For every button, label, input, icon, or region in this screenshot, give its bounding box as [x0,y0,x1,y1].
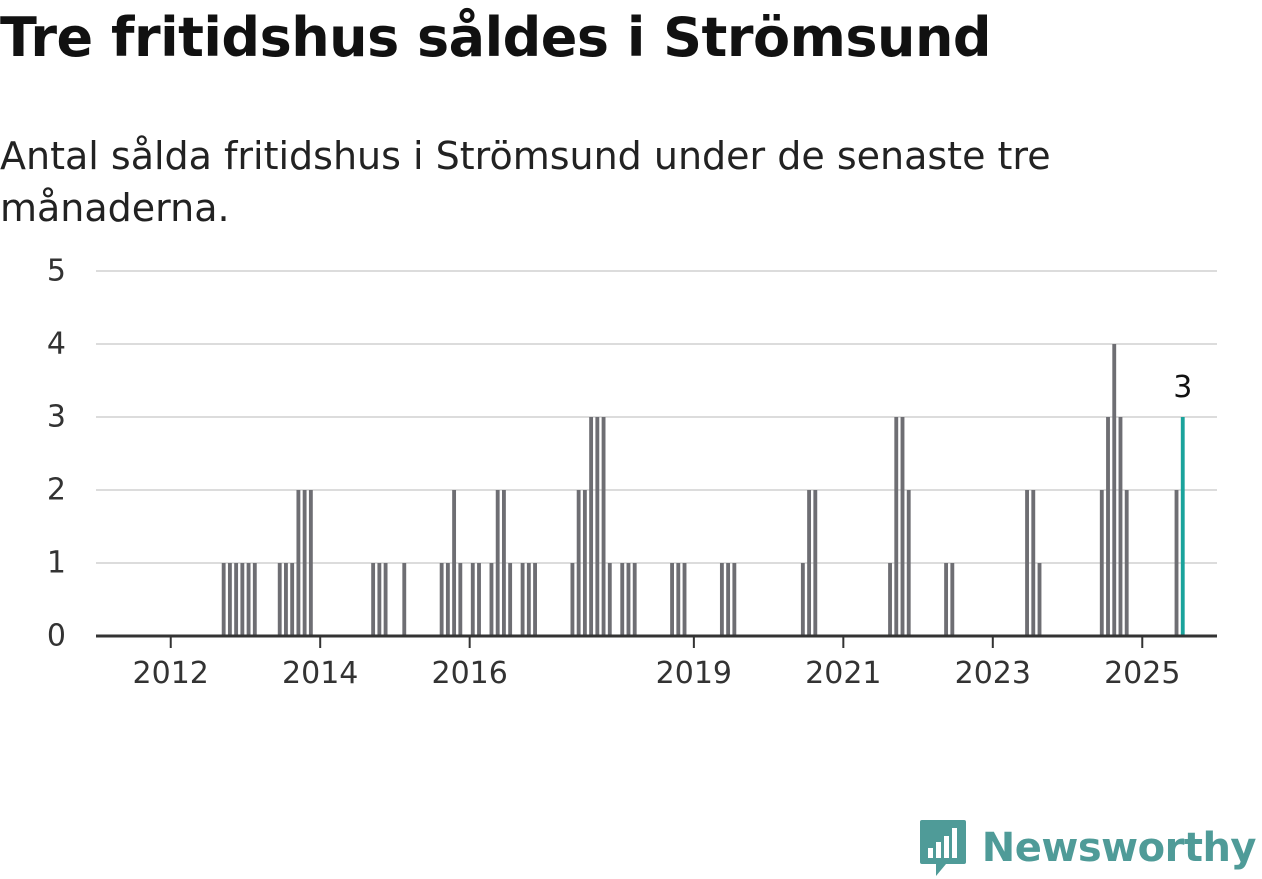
x-tick-label: 2019 [656,656,732,691]
bar [284,563,288,636]
highlight-bar [1180,417,1185,636]
bar [1118,417,1123,636]
brand-logo: Newsworthy [918,818,1257,878]
bar [595,417,600,636]
bar [1112,344,1117,636]
bar [277,563,282,636]
bar [620,563,625,636]
bar [495,490,500,636]
bar [234,563,239,636]
data-label: 3 [1173,370,1192,405]
x-tick-label: 2016 [431,656,507,691]
grid-lines [96,270,1217,564]
y-axis-ticks: 0 1 2 3 4 5 [47,254,66,654]
x-tick-label: 2014 [282,656,358,691]
bar [402,563,407,636]
bar [800,563,805,636]
bar [227,563,232,636]
x-axis-ticks: 2012 2014 2016 2019 2021 2023 2025 [133,636,1180,691]
bar [582,490,587,636]
bar-chart: 0 1 2 3 4 5 2012 2014 2016 2019 2021 2023 2025 3 [47,254,1217,691]
bar [252,563,257,636]
bar [240,563,245,636]
bar [576,490,581,636]
bar [888,563,892,636]
bar [726,563,731,636]
bar [458,563,463,636]
bar [470,563,475,636]
bar [371,563,376,636]
x-tick-label: 2023 [955,656,1031,691]
newsworthy-logo-icon [919,820,966,876]
bar [439,563,444,636]
y-tick-label: 5 [47,254,66,289]
bar [670,563,675,636]
bar [1025,490,1029,636]
bar [290,563,295,636]
y-tick-label: 2 [47,473,66,508]
brand-name: Newsworthy [981,825,1257,871]
bar [607,563,612,636]
y-tick-label: 3 [47,400,66,435]
bar [732,563,737,636]
bar [601,417,606,636]
data-labels: 3 [1173,370,1192,405]
bar [944,563,949,636]
bar [489,563,494,636]
chart-subtitle: Antal sålda fritidshus i Strömsund under… [0,134,1051,230]
bar [950,563,955,636]
bar [1174,490,1179,636]
bar [308,490,313,636]
bar [221,563,226,636]
bars [221,344,1185,636]
bar [445,563,450,636]
bar [377,563,382,636]
bar [526,563,531,636]
y-tick-label: 4 [47,327,66,362]
y-tick-label: 0 [47,619,66,654]
bar [807,490,812,636]
bar [900,417,905,636]
bar [813,490,818,636]
x-tick-label: 2021 [805,656,881,691]
bar [302,490,307,636]
bar [296,490,301,636]
bar [906,490,911,636]
bar [632,563,637,636]
bar [589,417,594,636]
x-tick-label: 2025 [1104,656,1180,691]
bar [676,563,681,636]
chart-title: Tre fritidshus såldes i Strömsund [0,6,992,69]
bar [533,563,537,636]
bar [719,563,724,636]
bar [894,417,899,636]
bar [501,490,506,636]
y-tick-label: 1 [47,546,66,581]
x-tick-label: 2012 [133,656,209,691]
bar [626,563,631,636]
bar [1037,563,1042,636]
bar [570,563,575,636]
bar [508,563,513,636]
bar [1031,490,1036,636]
bar [1099,490,1104,636]
bar [383,563,388,636]
bar [1106,417,1110,636]
bar [682,563,687,636]
bar [452,490,457,636]
bar [520,563,525,636]
bar [246,563,251,636]
bar [477,563,481,636]
bar [1124,490,1129,636]
